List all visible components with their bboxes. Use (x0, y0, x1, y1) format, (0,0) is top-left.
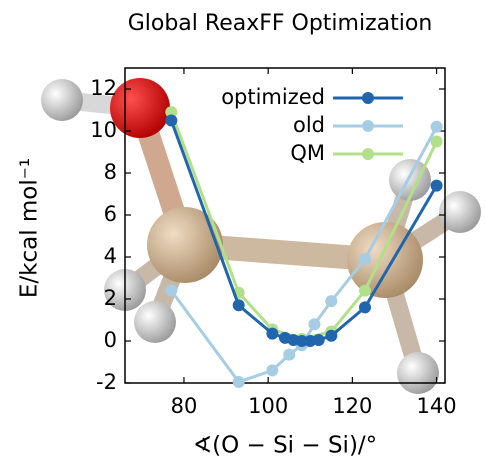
data-point (312, 333, 325, 346)
data-point (430, 120, 443, 133)
legend-marker (362, 92, 374, 104)
legend-marker (362, 148, 374, 160)
y-axis-label: E/kcal mol⁻¹ (17, 158, 43, 298)
plot-frame (124, 67, 446, 384)
y-tick-label: 0 (104, 328, 117, 352)
data-point (266, 327, 279, 340)
legend-marker (362, 120, 374, 132)
data-point (430, 179, 443, 192)
data-point (359, 253, 371, 266)
x-tick-label: 120 (332, 394, 372, 418)
data-point (359, 284, 371, 297)
data-point (165, 284, 178, 297)
x-axis-label: ∢(O − Si − Si)/° (193, 433, 377, 459)
legend-label: optimized (221, 85, 325, 109)
data-point (266, 364, 279, 377)
chart-title: Global ReaxFF Optimization (128, 11, 433, 36)
data-point (430, 135, 443, 148)
y-tick-label: 2 (104, 286, 117, 310)
legend-label: QM (290, 141, 325, 165)
y-tick-label: 6 (104, 202, 117, 226)
x-tick-label: 100 (248, 394, 288, 418)
data-point (232, 375, 245, 388)
x-tick-label: 140 (417, 394, 457, 418)
data-point (325, 295, 338, 308)
legend-label: old (293, 113, 325, 137)
y-tick-label: 8 (104, 160, 117, 184)
data-point (232, 299, 245, 312)
data-point (308, 318, 321, 331)
data-point (295, 335, 308, 347)
y-tick-label: 10 (90, 118, 117, 142)
y-tick-label: -2 (96, 370, 117, 394)
x-tick-label: 80 (171, 394, 198, 418)
y-tick-label: 4 (104, 244, 117, 268)
data-point (325, 329, 338, 342)
data-point (283, 348, 296, 361)
y-tick-label: 12 (90, 76, 117, 100)
data-point (359, 301, 371, 314)
data-point (165, 106, 178, 119)
data-point (165, 114, 178, 127)
